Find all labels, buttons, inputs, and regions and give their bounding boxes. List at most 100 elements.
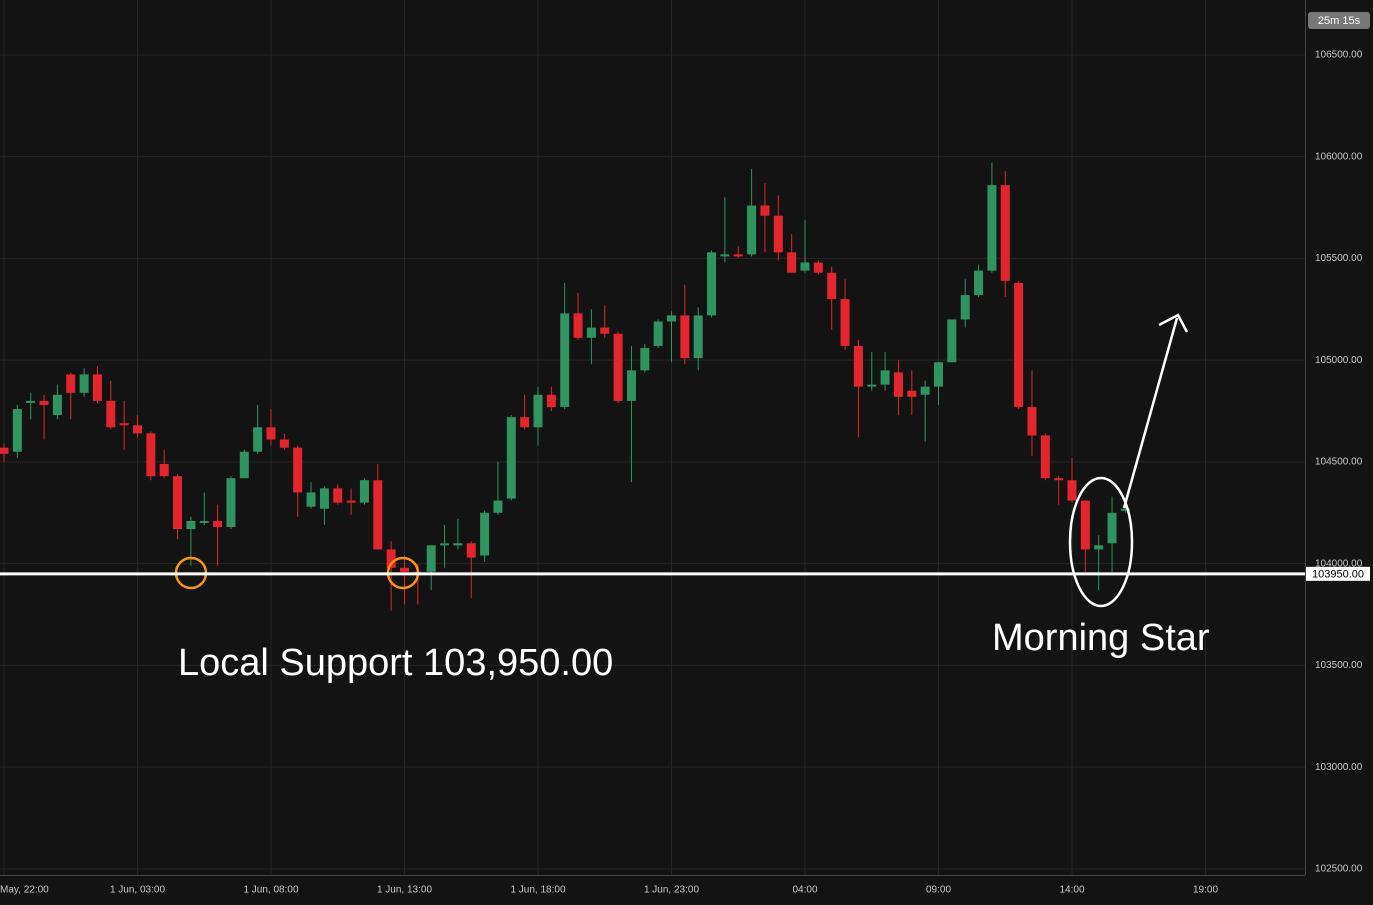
candle-body [52,394,62,416]
candle-body [92,374,102,401]
candle-body [640,347,650,371]
candle-body [893,372,903,397]
candle-body [667,315,676,322]
candle-body [533,394,543,428]
candle-body [853,345,863,387]
candle-body [773,215,783,253]
candle-body [907,390,917,397]
candle-body [239,451,249,479]
timer: 25m 15s [1318,15,1361,27]
candle-body [1027,406,1037,436]
candle-body [693,315,703,359]
annotation: Morning Star [992,617,1210,659]
candle-body [266,427,276,440]
candle-body [66,374,76,393]
x-tick-label: 1 Jun, 18:00 [510,885,565,896]
y-tick-label: 103500.00 [1315,660,1363,671]
timer-box [1308,12,1370,29]
candle-body [1107,512,1117,544]
candle-body [293,447,303,493]
x-tick-label: 1 Jun, 13:00 [377,885,432,896]
candle-body [1054,478,1064,481]
candle-body [319,488,329,509]
x-tick-label: 1 Jun, 03:00 [110,885,165,896]
candle-body [626,370,636,401]
x-tick-label: 09:00 [926,885,951,896]
candle-body [186,520,196,530]
candle-body [934,362,943,387]
candle-body [867,384,877,387]
candle-body [573,313,583,338]
candle-body [880,370,890,385]
candle-body [440,543,450,546]
arrow [1122,317,1179,509]
candle-body [1014,282,1024,407]
candle-body [0,447,9,454]
candles [0,162,1130,611]
candle-body [346,500,356,503]
candle-body [26,400,36,403]
x-tick-label: May, 22:00 [0,885,49,896]
candle-body [373,480,383,550]
y-tick-label: 106000.00 [1315,151,1363,162]
candle-body [827,272,837,300]
candle-body [39,400,49,405]
candle-body [747,205,757,255]
candle-body [146,433,156,477]
candle-body [12,409,22,452]
axes: 102500.00 103000.00 103500.00 104000.00 1045… [0,50,1363,896]
candle-body [1067,480,1077,501]
candle-body [1000,185,1010,281]
candle-body [1094,545,1104,550]
candle-body [480,512,490,556]
candle-body [560,313,570,407]
candle-body [213,520,223,528]
candle-body [506,417,516,499]
candle-body [1120,508,1130,511]
candle-body [466,543,476,558]
y-tick-label: 104000.00 [1315,558,1363,569]
y-tick-label: 106500.00 [1315,50,1363,61]
candle-body [733,254,743,257]
candle-body [787,252,797,273]
candle-body [760,205,770,216]
arrow-head [1158,313,1189,333]
candle-body [279,439,289,448]
candle-body [106,400,116,428]
candle-body [1040,435,1050,479]
candle-body [306,492,316,507]
candle-body [800,262,810,271]
candle-body [974,270,984,296]
annotation: Local Support 103,950.00 [178,642,613,684]
candle-body [520,417,530,428]
candle-body [813,262,823,273]
y-tick-label: 102500.00 [1315,864,1363,875]
candle-body [546,394,556,407]
candle-body [653,321,663,346]
candle-body [840,299,850,346]
candle-body [333,488,343,503]
candle-body [613,333,623,401]
candle-body [493,500,503,513]
candle-body [119,423,129,426]
x-tick-label: 19:00 [1193,885,1218,896]
candle-body [720,254,730,257]
candle-body [453,543,463,546]
candle-body [947,319,957,363]
candle-body [960,295,970,320]
x-tick-label: 1 Jun, 08:00 [243,885,298,896]
candle-body [359,480,369,503]
support-label: 103950.00 [1312,569,1364,581]
candle-body [159,463,169,477]
candle-body [426,545,436,572]
candle-body [199,520,209,523]
candle-body [173,476,183,530]
candle-body [133,425,142,434]
y-tick-label: 104500.00 [1315,457,1363,468]
support-label-box [1306,566,1370,581]
candle-body [707,252,717,316]
y-tick-label: 105000.00 [1315,355,1363,366]
candle-body [600,327,610,334]
